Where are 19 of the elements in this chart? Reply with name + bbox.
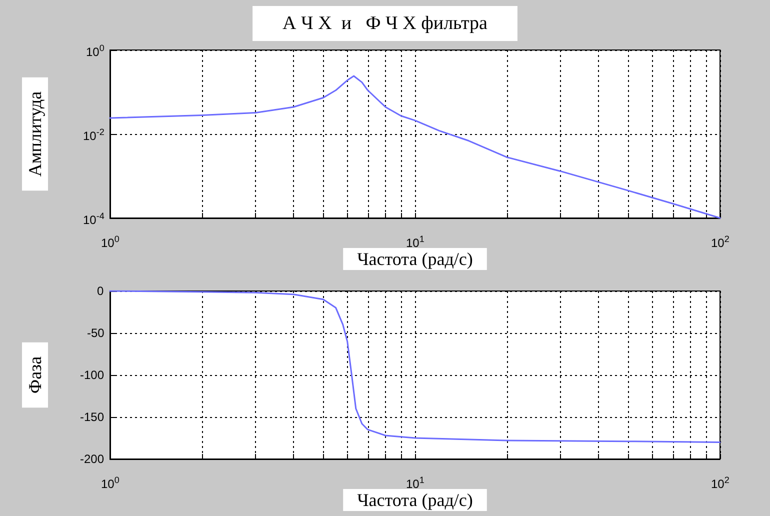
y-tick-label: -200 — [80, 452, 104, 466]
x-axis-title: Частота (рад/с) — [357, 249, 473, 269]
y-axis-title: Амплитуда — [25, 91, 45, 177]
x-tick-label: 10$^{1}$ — [406, 233, 424, 250]
x-tick-label: 10$^{1}$ — [406, 474, 424, 491]
y-tick-label: -150 — [80, 410, 104, 424]
y-axis-title: Фаза — [25, 356, 45, 394]
x-tick-label: 10$^{2}$ — [711, 233, 730, 250]
x-tick-label: 10$^{2}$ — [711, 474, 730, 491]
y-tick-label: 10$^{-4}$ — [83, 210, 104, 227]
x-tick-label: 10$^{0}$ — [101, 233, 120, 250]
chart-title: А Ч Х и Ф Ч Х фильтра — [282, 13, 488, 34]
y-tick-label: 0 — [97, 284, 104, 298]
y-tick-label: -100 — [80, 368, 104, 382]
y-tick-label: -50 — [87, 326, 104, 340]
x-axis-title: Частота (рад/с) — [357, 490, 473, 510]
y-tick-label: 10$^{0}$ — [86, 42, 104, 59]
y-tick-label: 10$^{-2}$ — [83, 126, 104, 143]
x-tick-label: 10$^{0}$ — [101, 474, 120, 491]
